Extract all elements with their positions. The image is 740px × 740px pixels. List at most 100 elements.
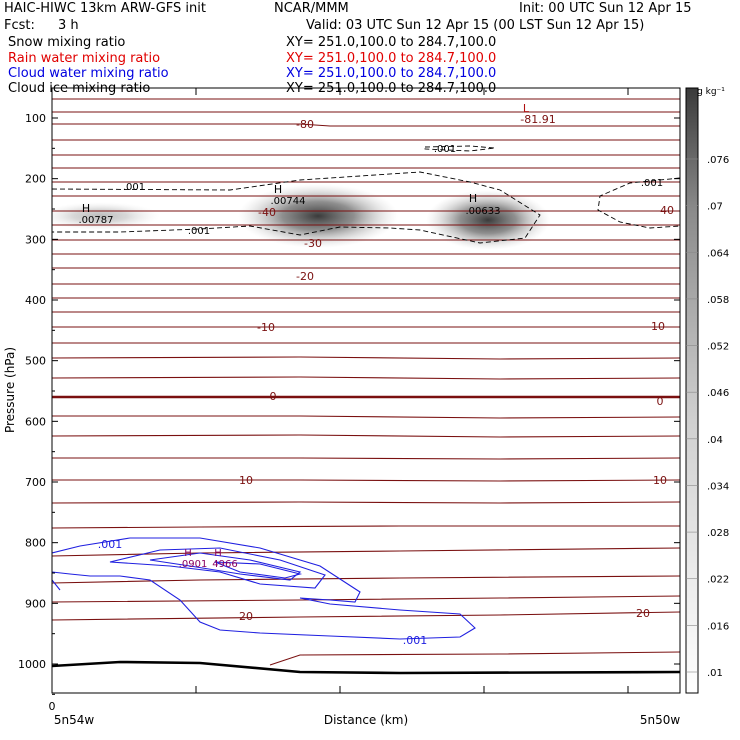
snow-blob-central bbox=[238, 184, 398, 248]
temp-contour bbox=[52, 434, 680, 438]
colorbar-tick-label: .07 bbox=[707, 202, 723, 213]
field-snow-name: Snow mixing ratio bbox=[8, 35, 126, 50]
cloud-water-max-marker: H bbox=[214, 548, 222, 559]
temp-contour bbox=[52, 501, 680, 504]
fcst-value: 3 h bbox=[58, 18, 79, 33]
y-tick-label: 400 bbox=[25, 294, 46, 307]
field-cloudwater-name: Cloud water mixing ratio bbox=[8, 66, 169, 81]
field-cloudwater-xy: XY= 251.0,100.0 to 284.7,100.0 bbox=[286, 66, 497, 81]
y-tick-label: 100 bbox=[25, 112, 46, 125]
temp-contour bbox=[52, 479, 680, 482]
cloud-water-contour bbox=[149, 552, 302, 581]
temp-contour bbox=[52, 595, 680, 603]
temperature-contour-label: 20 bbox=[636, 607, 650, 620]
cloud-ice-contour-label: .001 bbox=[434, 144, 456, 155]
cloud-ice-contour bbox=[597, 177, 680, 229]
x-axis-label: Distance (km) bbox=[324, 713, 408, 727]
cloud-water-contour-label: .001 bbox=[98, 538, 123, 551]
temperature-contour-label: -40 bbox=[656, 204, 674, 217]
plot-frame bbox=[51, 87, 681, 694]
cloud-ice-contours bbox=[52, 145, 680, 244]
cloud-water-contours bbox=[52, 537, 476, 640]
temp-contour bbox=[52, 415, 680, 419]
snow-max-value: .00787 bbox=[79, 215, 114, 226]
temp-contour bbox=[269, 651, 680, 666]
cloud-water-max-value: 4966 bbox=[212, 559, 237, 570]
temp-contour bbox=[52, 575, 680, 584]
colorbar-tick-label: .01 bbox=[707, 668, 723, 679]
temp-contour bbox=[52, 376, 680, 380]
y-tick-label: 300 bbox=[25, 233, 46, 246]
colorbar-tick-label: .04 bbox=[707, 435, 723, 446]
temperature-contour-label: -80 bbox=[296, 118, 314, 131]
colorbar-unit: g kg⁻¹ bbox=[697, 87, 725, 97]
cloud-water-contour bbox=[214, 561, 303, 579]
temperature-contour-label: 10 bbox=[239, 474, 253, 487]
field-snow-xy: XY= 251.0,100.0 to 284.7,100.0 bbox=[286, 35, 497, 50]
cloud-water-contour bbox=[52, 537, 476, 640]
y-axis-label: Pressure (hPa) bbox=[3, 347, 17, 433]
snow-max-marker: H bbox=[82, 202, 90, 215]
cloud-water-max-marker: H bbox=[184, 548, 192, 559]
contour-labels: -80 -40 -40 -30 -20 -10 -10 0 0 10 10 20 20 L-81.91 H.… bbox=[79, 102, 674, 647]
temperature-contour-label: -30 bbox=[304, 237, 322, 250]
temp-contour bbox=[52, 611, 680, 621]
model-title: HAIC-HIWC 13km ARW-GFS init bbox=[4, 1, 206, 16]
colorbar-tick-label: .046 bbox=[707, 388, 729, 399]
cloud-water-contour bbox=[109, 547, 326, 589]
temperature-contour-label: -10 bbox=[647, 320, 665, 333]
fcst-label: Fcst: bbox=[4, 18, 35, 33]
y-tick-label: 1000 bbox=[18, 658, 46, 671]
y-tick-label: 700 bbox=[25, 476, 46, 489]
snow-max-marker: H bbox=[274, 183, 282, 196]
temp-contour bbox=[52, 547, 680, 557]
colorbar-ramp bbox=[685, 87, 699, 694]
colorbar-tick-label: .016 bbox=[707, 621, 729, 632]
colorbar-tick-label: .028 bbox=[707, 528, 729, 539]
temperature-contour-label: -40 bbox=[258, 206, 276, 219]
colorbar-tick-label: .052 bbox=[707, 342, 729, 353]
temperature-contour-label: 0 bbox=[657, 395, 664, 408]
temp-contour bbox=[52, 525, 680, 529]
cloud-water-contour-label: .001 bbox=[403, 634, 428, 647]
y-tick-label: 900 bbox=[25, 597, 46, 610]
y-tick-label: 800 bbox=[25, 537, 46, 550]
temperature-contour-label: 0 bbox=[270, 390, 277, 403]
temperature-contours bbox=[52, 98, 680, 666]
temperature-contour-label: -10 bbox=[257, 321, 275, 334]
y-tick-label: 600 bbox=[25, 415, 46, 428]
temp-contour bbox=[52, 123, 680, 127]
cloud-ice-contour-label: .001 bbox=[641, 178, 663, 189]
field-rain-name: Rain water mixing ratio bbox=[8, 51, 161, 66]
temperature-contour-label: -20 bbox=[296, 270, 314, 283]
temperature-contour-label: 20 bbox=[239, 610, 253, 623]
field-rain-xy: XY= 251.0,100.0 to 284.7,100.0 bbox=[286, 51, 497, 66]
plot-header: HAIC-HIWC 13km ARW-GFS init NCAR/MMM Ini… bbox=[0, 0, 740, 100]
cloud-water-max-value: .0901 bbox=[179, 559, 208, 570]
colorbar: .01 .016 .022 .028 .034 .04 .046 .052 .058 .064 .0… bbox=[685, 87, 729, 694]
colorbar-tick-label: .058 bbox=[707, 295, 729, 306]
cloud-ice-contour-label: .001 bbox=[188, 226, 210, 237]
valid-time: Valid: 03 UTC Sun 12 Apr 15 (00 LST Sun … bbox=[306, 18, 645, 33]
temp-contour bbox=[52, 457, 680, 460]
temperature-contour-label: 10 bbox=[653, 474, 667, 487]
colorbar-tick-label: .022 bbox=[707, 575, 729, 586]
terrain-surface-line bbox=[52, 660, 680, 675]
x-end-label-left: 5n54w bbox=[54, 713, 95, 727]
temperature-min-marker: L bbox=[523, 102, 530, 115]
x-end-label-right: 5n50w bbox=[640, 713, 681, 727]
snow-max-value: .00633 bbox=[466, 206, 501, 217]
colorbar-tick-label: .064 bbox=[707, 248, 729, 259]
cloud-ice-contour bbox=[52, 171, 541, 244]
temperature-min-value: -81.91 bbox=[520, 113, 555, 126]
colorbar-tick-label: .034 bbox=[707, 481, 729, 492]
snow-blob-west bbox=[52, 202, 160, 230]
cloud-ice-contour-label: .001 bbox=[123, 182, 145, 193]
colorbar-tick-label: .076 bbox=[707, 155, 729, 166]
x-axis bbox=[51, 88, 629, 693]
snow-max-value: .00744 bbox=[271, 196, 306, 207]
y-tick-label: 200 bbox=[25, 173, 46, 186]
init-time: Init: 00 UTC Sun 12 Apr 15 bbox=[519, 1, 692, 16]
snow-shading bbox=[52, 184, 550, 250]
